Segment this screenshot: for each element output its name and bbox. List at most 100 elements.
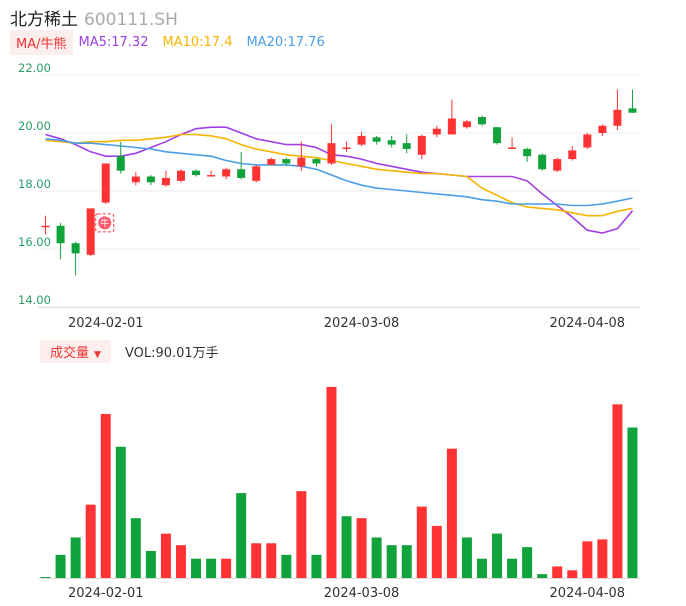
ma10-legend: MA10:17.4	[162, 34, 233, 50]
candle-body	[131, 176, 140, 183]
volume-bar	[627, 427, 638, 578]
volume-bar	[431, 525, 442, 578]
volume-bar	[341, 516, 352, 578]
candle-body	[462, 121, 471, 128]
volume-bar	[40, 577, 51, 579]
candle-body	[297, 157, 306, 167]
ma20-legend: MA20:17.76	[246, 34, 325, 50]
candle-body	[312, 159, 321, 164]
volume-x-tick-label: 2024-02-01	[68, 586, 144, 601]
y-tick-label: 18.00	[18, 177, 51, 191]
candle-body	[357, 135, 366, 145]
volume-value: VOL:90.01万手	[124, 345, 219, 361]
ma-legend: MA/牛熊 MA5:17.32 MA10:17.4 MA20:17.76	[10, 29, 339, 55]
volume-bar	[552, 566, 563, 578]
volume-bar	[55, 554, 66, 578]
ma20-line	[45, 138, 633, 207]
candle-body	[237, 169, 246, 178]
bull-marker-icon	[98, 216, 112, 230]
volume-bar	[266, 543, 277, 578]
candle-body	[598, 125, 607, 133]
y-tick-label: 14.00	[18, 293, 51, 307]
volume-bar	[296, 491, 307, 578]
candle-body	[282, 159, 291, 164]
volume-bar	[461, 537, 472, 578]
x-tick-label: 2024-02-01	[68, 316, 144, 331]
ma-bull-bear-tab[interactable]: MA/牛熊	[10, 29, 73, 55]
volume-bar	[537, 574, 548, 578]
volume-bar	[597, 539, 608, 578]
volume-bar	[311, 554, 322, 578]
volume-bar	[326, 386, 337, 578]
candle-body	[553, 159, 562, 171]
candle-body	[207, 175, 216, 177]
volume-x-tick-label: 2024-04-08	[550, 586, 626, 601]
candle-body	[402, 143, 411, 149]
volume-bar	[175, 545, 186, 578]
volume-bar	[356, 518, 367, 578]
volume-bar	[416, 506, 427, 578]
volume-bar	[206, 558, 217, 578]
x-tick-label: 2024-04-08	[550, 316, 626, 331]
volume-bar	[582, 541, 593, 578]
volume-bar	[251, 543, 262, 578]
candle-body	[252, 166, 261, 181]
volume-indicator-dropdown[interactable]: 成交量 ▼	[40, 339, 111, 363]
candle-body	[327, 143, 336, 164]
ma5-legend: MA5:17.32	[78, 34, 149, 50]
candle-body	[583, 134, 592, 148]
chevron-down-icon: ▼	[94, 349, 101, 360]
volume-bar	[160, 533, 171, 578]
volume-bar	[401, 545, 412, 578]
candle-body	[387, 140, 396, 145]
candle-body	[568, 150, 577, 160]
volume-bar	[612, 404, 623, 578]
candle-body	[342, 147, 351, 149]
candle-body	[493, 127, 502, 144]
candle-body	[116, 156, 125, 171]
volume-bar	[446, 448, 457, 578]
volume-bar	[492, 533, 503, 578]
stock-name: 北方稀土	[10, 10, 78, 30]
candle-body	[538, 154, 547, 170]
x-tick-label: 2024-03-08	[324, 316, 400, 331]
candle-body	[432, 128, 441, 135]
candle-body	[222, 169, 231, 177]
volume-bar	[191, 558, 202, 578]
volume-bar	[100, 413, 111, 578]
candle-body	[176, 170, 185, 181]
volume-bar	[567, 570, 578, 578]
candle-body	[477, 117, 486, 125]
volume-bar	[386, 545, 397, 578]
candle-body	[101, 163, 110, 203]
candle-body	[41, 225, 50, 228]
candle-body	[86, 208, 95, 255]
candle-body	[267, 159, 276, 165]
volume-x-tick-label: 2024-03-08	[324, 586, 400, 601]
candle-body	[628, 108, 637, 113]
volume-bar	[236, 493, 247, 578]
volume-indicator-label: 成交量	[50, 345, 90, 361]
ma5-line	[45, 126, 634, 234]
stock-title: 北方稀土 600111.SH	[10, 5, 178, 30]
stock-code: 600111.SH	[84, 10, 178, 30]
candle-body	[523, 148, 532, 157]
candle-body	[56, 225, 65, 244]
volume-bar	[476, 558, 487, 578]
candle-body	[613, 109, 622, 126]
volume-bar	[371, 537, 382, 578]
ma10-line	[45, 133, 633, 217]
candle-body	[192, 170, 201, 176]
candle-body	[161, 177, 170, 186]
volume-bar	[115, 446, 126, 578]
volume-bar	[281, 554, 292, 578]
volume-bar	[70, 537, 81, 578]
volume-bar	[145, 550, 156, 578]
volume-bar	[85, 504, 96, 578]
candle-body	[417, 135, 426, 155]
volume-legend: 成交量 ▼ VOL:90.01万手	[40, 339, 219, 363]
y-tick-label: 22.00	[18, 61, 51, 75]
candle-body	[146, 176, 155, 183]
y-tick-label: 20.00	[18, 119, 51, 133]
